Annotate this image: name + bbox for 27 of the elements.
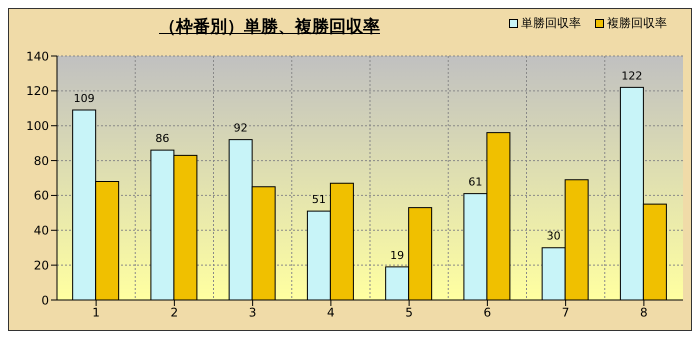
- data-label: 92: [234, 122, 248, 135]
- data-label: 19: [390, 248, 404, 262]
- y-tick-label: 120: [26, 84, 49, 98]
- y-tick-label: 80: [34, 154, 49, 168]
- data-label: 61: [468, 176, 482, 189]
- x-tick-label: 2: [170, 306, 178, 320]
- x-tick-label: 4: [327, 306, 335, 320]
- legend-label: 複勝回収率: [607, 15, 667, 32]
- chart-title: （枠番別）単勝、複勝回収率: [159, 16, 380, 38]
- data-label: 30: [546, 230, 561, 243]
- x-tick-label: 3: [248, 306, 256, 320]
- data-label: 109: [74, 92, 95, 106]
- x-tick-label: 6: [484, 306, 492, 320]
- y-tick-label: 0: [41, 293, 49, 308]
- y-tick-label: 20: [34, 258, 49, 272]
- y-tick-label: 140: [26, 49, 49, 64]
- legend-label: 単勝回収率: [521, 15, 581, 32]
- x-tick-label: 5: [405, 306, 413, 320]
- data-label: 122: [621, 69, 642, 82]
- data-label: 51: [312, 193, 326, 206]
- y-tick-label: 60: [34, 188, 49, 203]
- data-label: 86: [155, 132, 170, 146]
- y-tick-label: 40: [34, 224, 49, 238]
- y-tick-label: 100: [26, 118, 49, 133]
- x-tick-label: 7: [562, 306, 570, 320]
- x-tick-label: 8: [640, 306, 648, 320]
- x-tick-label: 1: [92, 306, 100, 320]
